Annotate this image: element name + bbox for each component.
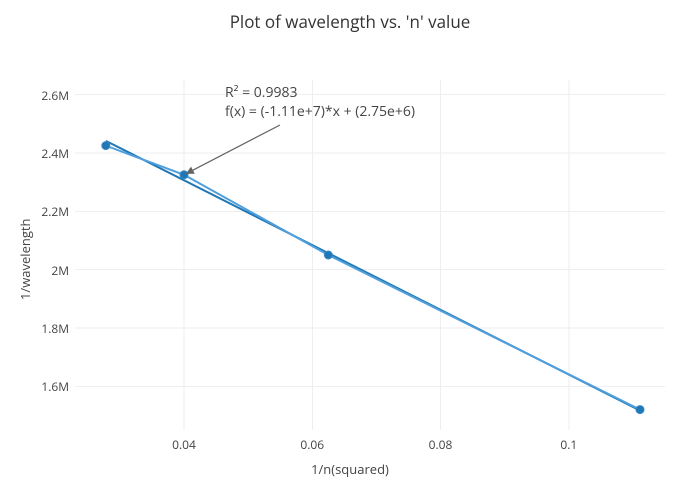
y-tick-label: 2.4M bbox=[41, 145, 69, 162]
annotation-arrow bbox=[186, 125, 280, 174]
x-tick-label: 0.08 bbox=[426, 436, 456, 453]
plot-area bbox=[0, 0, 700, 500]
x-tick-label: 0.06 bbox=[297, 436, 327, 453]
y-tick-label: 2.2M bbox=[41, 203, 69, 220]
data-point bbox=[102, 142, 110, 150]
x-tick-label: 0.1 bbox=[554, 436, 584, 453]
data-point bbox=[180, 171, 188, 179]
data-point bbox=[324, 251, 332, 259]
data-point bbox=[636, 406, 644, 414]
fit-annotation: R² = 0.9983 f(x) = (-1.11e+7)*x + (2.75e… bbox=[225, 84, 415, 122]
data-series bbox=[102, 142, 644, 414]
chart-container: Plot of wavelength vs. 'n' value 1/wavel… bbox=[0, 0, 700, 500]
y-tick-label: 1.6M bbox=[41, 378, 69, 395]
x-tick-label: 0.04 bbox=[169, 436, 199, 453]
y-tick-label: 2M bbox=[51, 262, 69, 279]
y-tick-label: 1.8M bbox=[41, 320, 69, 337]
y-tick-label: 2.6M bbox=[41, 87, 69, 104]
